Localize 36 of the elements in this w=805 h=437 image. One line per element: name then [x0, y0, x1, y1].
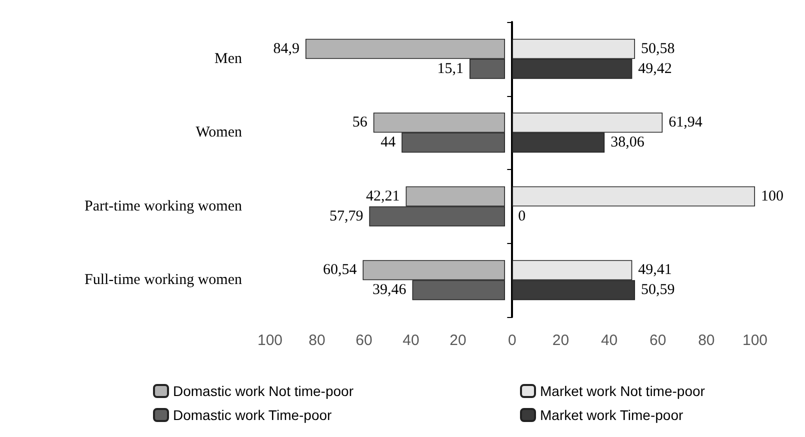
- y-tick-label: Women: [196, 124, 242, 141]
- data-label: 56: [352, 114, 368, 131]
- legend-label: Domastic work Time-poor: [173, 407, 332, 423]
- legend-label: Market work Time-poor: [540, 407, 684, 423]
- data-label: 42,21: [366, 188, 400, 204]
- legend-label: Domastic work Not time-poor: [173, 383, 354, 399]
- x-tick-label: 60: [650, 332, 666, 349]
- data-label: 84,9: [273, 40, 300, 57]
- x-tick-label: 100: [257, 332, 283, 349]
- legend-label: Market work Not time-poor: [540, 383, 706, 399]
- data-label: 60,54: [322, 262, 358, 278]
- x-tick-label: 0: [508, 332, 516, 349]
- x-tick-label: 20: [552, 332, 570, 349]
- x-tick-label: 20: [450, 332, 466, 349]
- data-label: 39,46: [372, 282, 407, 298]
- data-label: 44: [380, 134, 396, 151]
- x-tick-label: 40: [600, 332, 618, 349]
- data-label: 50,59: [641, 282, 675, 298]
- data-label: 49,41: [638, 262, 672, 278]
- data-label: 38,06: [610, 134, 645, 151]
- data-label: 15,1: [437, 60, 464, 77]
- y-tick-label: Part-time working women: [84, 198, 242, 214]
- data-label: 50,58: [640, 40, 675, 57]
- data-label: 100: [761, 188, 784, 204]
- data-label: 61,94: [668, 114, 703, 131]
- y-tick-label: Men: [214, 50, 242, 67]
- x-tick-label: 100: [742, 332, 768, 349]
- data-label: 0: [518, 208, 526, 224]
- bar: [512, 186, 755, 206]
- x-tick-label: 60: [356, 332, 372, 349]
- x-tick-label: 40: [402, 332, 420, 349]
- x-tick-label: 80: [308, 332, 326, 349]
- data-label: 49,42: [638, 60, 672, 77]
- y-tick-label: Full-time working women: [84, 272, 242, 288]
- x-tick-label: 80: [698, 332, 715, 349]
- data-label: 57,79: [329, 208, 364, 224]
